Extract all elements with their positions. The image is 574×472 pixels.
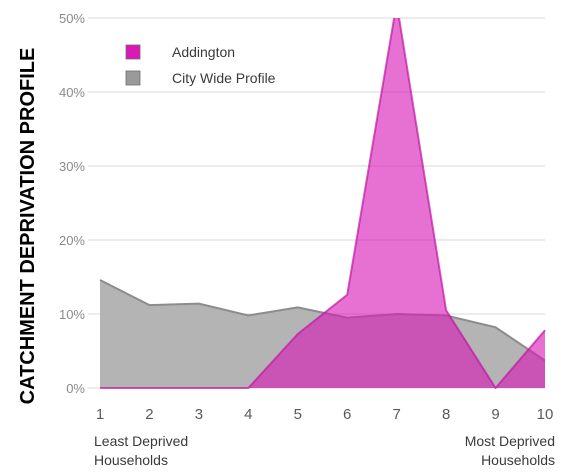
legend: Addington City Wide Profile	[125, 44, 276, 86]
y-tick-label: 20%	[59, 233, 85, 248]
y-tick-label: 40%	[59, 85, 85, 100]
x-start-label-line: Households	[94, 452, 168, 468]
x-tick-label: 4	[244, 406, 252, 423]
x-tick-label: 8	[442, 406, 450, 423]
y-tick-label: 0%	[66, 381, 85, 396]
x-tick-labels: 1 2 3 4 5 6 7 8 9 10	[96, 406, 554, 423]
line-addington	[100, 18, 546, 389]
x-tick-label: 6	[343, 406, 351, 423]
y-axis-title: CATCHMENT DEPRIVATION PROFILE	[17, 48, 39, 405]
legend-label-addington: Addington	[172, 44, 235, 60]
legend-swatch-addington	[125, 44, 141, 60]
y-tick-label: 30%	[59, 159, 85, 174]
x-start-label-line: Least Deprived	[94, 433, 188, 449]
legend-swatch-city-wide-profile	[125, 70, 141, 86]
line-city-wide-profile	[99, 279, 546, 362]
y-tick-label: 10%	[59, 307, 85, 322]
x-end-labels: Least Deprived Households Most Deprived Hou…	[94, 433, 555, 468]
x-tick-label: 3	[195, 406, 203, 423]
series-areas	[99, 18, 546, 389]
x-end-label-line: Most Deprived	[465, 433, 555, 449]
x-tick-label: 5	[294, 406, 302, 423]
x-tick-label: 2	[145, 406, 153, 423]
y-tick-labels: 0% 10% 20% 30% 40% 50%	[59, 11, 85, 396]
x-tick-label: 10	[537, 406, 554, 423]
x-tick-label: 1	[96, 406, 104, 423]
x-tick-label: 7	[392, 406, 400, 423]
x-end-label-line: Households	[481, 452, 555, 468]
legend-label-city-wide-profile: City Wide Profile	[172, 70, 276, 86]
y-tick-label: 50%	[59, 11, 85, 26]
area-addington	[100, 18, 545, 388]
x-tick-label: 9	[491, 406, 499, 423]
